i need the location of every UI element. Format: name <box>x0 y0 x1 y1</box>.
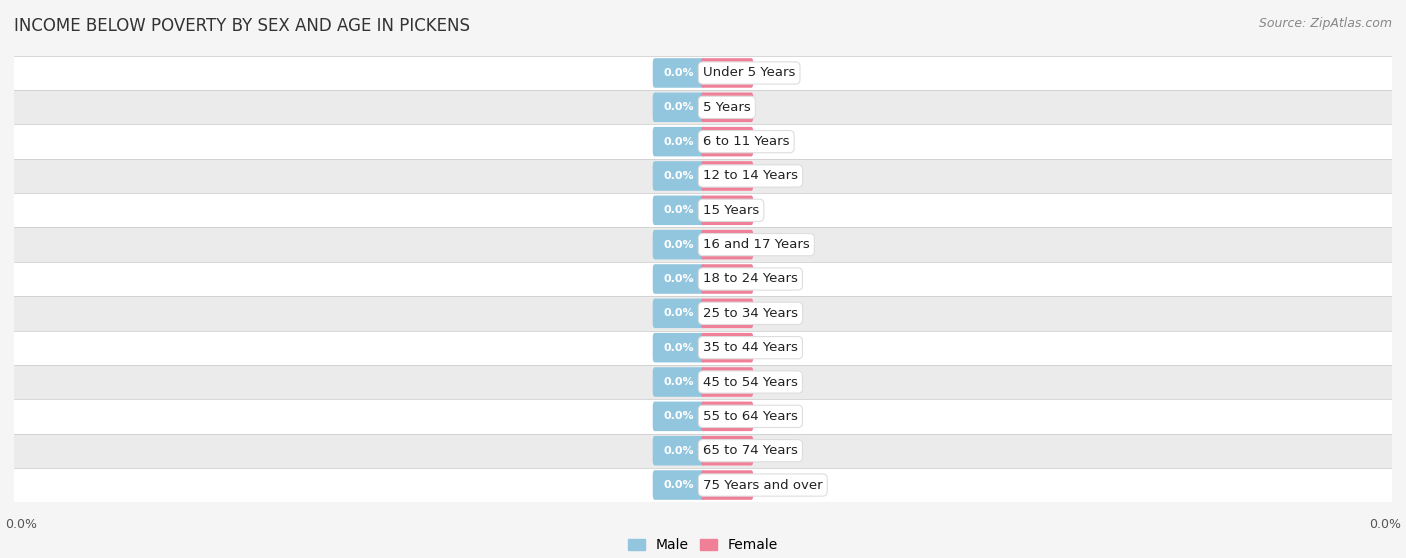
FancyBboxPatch shape <box>652 93 704 122</box>
Text: 0.0%: 0.0% <box>664 309 695 318</box>
Bar <box>14 228 1392 262</box>
FancyBboxPatch shape <box>652 333 704 363</box>
Text: 0.0%: 0.0% <box>664 240 695 249</box>
Text: 55 to 64 Years: 55 to 64 Years <box>703 410 797 423</box>
Bar <box>14 296 1392 330</box>
Text: 0.0%: 0.0% <box>664 102 695 112</box>
Text: 0.0%: 0.0% <box>664 343 695 353</box>
Text: 16 and 17 Years: 16 and 17 Years <box>703 238 810 251</box>
Text: 75 Years and over: 75 Years and over <box>703 479 823 492</box>
Bar <box>14 399 1392 434</box>
Text: 5 Years: 5 Years <box>703 101 751 114</box>
Text: 0.0%: 0.0% <box>664 274 695 284</box>
FancyBboxPatch shape <box>652 127 704 156</box>
FancyBboxPatch shape <box>652 299 704 328</box>
Text: 0.0%: 0.0% <box>664 171 695 181</box>
Bar <box>14 56 1392 90</box>
Text: 35 to 44 Years: 35 to 44 Years <box>703 341 797 354</box>
FancyBboxPatch shape <box>702 264 754 294</box>
FancyBboxPatch shape <box>652 402 704 431</box>
Text: 15 Years: 15 Years <box>703 204 759 217</box>
Text: 0.0%: 0.0% <box>664 446 695 456</box>
Text: 0.0%: 0.0% <box>664 480 695 490</box>
Text: Source: ZipAtlas.com: Source: ZipAtlas.com <box>1258 17 1392 30</box>
Text: 6 to 11 Years: 6 to 11 Years <box>703 135 790 148</box>
Text: 65 to 74 Years: 65 to 74 Years <box>703 444 797 457</box>
Bar <box>14 330 1392 365</box>
Text: 0.0%: 0.0% <box>711 240 742 249</box>
Bar <box>14 90 1392 124</box>
FancyBboxPatch shape <box>652 470 704 500</box>
FancyBboxPatch shape <box>702 333 754 363</box>
Text: 0.0%: 0.0% <box>664 137 695 147</box>
Bar <box>14 434 1392 468</box>
FancyBboxPatch shape <box>702 93 754 122</box>
Text: 0.0%: 0.0% <box>664 68 695 78</box>
FancyBboxPatch shape <box>702 230 754 259</box>
Text: 0.0%: 0.0% <box>711 205 742 215</box>
Text: 0.0%: 0.0% <box>711 137 742 147</box>
FancyBboxPatch shape <box>652 230 704 259</box>
Text: 0.0%: 0.0% <box>1369 518 1400 531</box>
Text: 0.0%: 0.0% <box>711 411 742 421</box>
FancyBboxPatch shape <box>702 402 754 431</box>
Text: 0.0%: 0.0% <box>664 205 695 215</box>
Text: 0.0%: 0.0% <box>711 102 742 112</box>
FancyBboxPatch shape <box>652 195 704 225</box>
FancyBboxPatch shape <box>702 58 754 88</box>
Text: 0.0%: 0.0% <box>711 171 742 181</box>
FancyBboxPatch shape <box>652 58 704 88</box>
Text: 0.0%: 0.0% <box>711 274 742 284</box>
Text: 0.0%: 0.0% <box>664 411 695 421</box>
Text: 0.0%: 0.0% <box>711 309 742 318</box>
FancyBboxPatch shape <box>652 264 704 294</box>
Text: Under 5 Years: Under 5 Years <box>703 66 796 79</box>
Bar <box>14 124 1392 159</box>
Bar <box>14 159 1392 193</box>
FancyBboxPatch shape <box>652 367 704 397</box>
Text: 0.0%: 0.0% <box>711 446 742 456</box>
FancyBboxPatch shape <box>702 367 754 397</box>
Legend: Male, Female: Male, Female <box>623 533 783 558</box>
Text: 0.0%: 0.0% <box>711 68 742 78</box>
FancyBboxPatch shape <box>652 436 704 465</box>
FancyBboxPatch shape <box>652 161 704 191</box>
Text: INCOME BELOW POVERTY BY SEX AND AGE IN PICKENS: INCOME BELOW POVERTY BY SEX AND AGE IN P… <box>14 17 470 35</box>
Text: 0.0%: 0.0% <box>6 518 37 531</box>
Text: 25 to 34 Years: 25 to 34 Years <box>703 307 799 320</box>
Text: 0.0%: 0.0% <box>711 377 742 387</box>
FancyBboxPatch shape <box>702 195 754 225</box>
Text: 45 to 54 Years: 45 to 54 Years <box>703 376 797 388</box>
Text: 0.0%: 0.0% <box>711 480 742 490</box>
Bar <box>14 262 1392 296</box>
Bar <box>14 365 1392 399</box>
Text: 18 to 24 Years: 18 to 24 Years <box>703 272 797 286</box>
Text: 0.0%: 0.0% <box>711 343 742 353</box>
Text: 0.0%: 0.0% <box>664 377 695 387</box>
FancyBboxPatch shape <box>702 161 754 191</box>
Text: 12 to 14 Years: 12 to 14 Years <box>703 170 799 182</box>
Bar <box>14 468 1392 502</box>
FancyBboxPatch shape <box>702 436 754 465</box>
FancyBboxPatch shape <box>702 299 754 328</box>
FancyBboxPatch shape <box>702 470 754 500</box>
FancyBboxPatch shape <box>702 127 754 156</box>
Bar <box>14 193 1392 228</box>
